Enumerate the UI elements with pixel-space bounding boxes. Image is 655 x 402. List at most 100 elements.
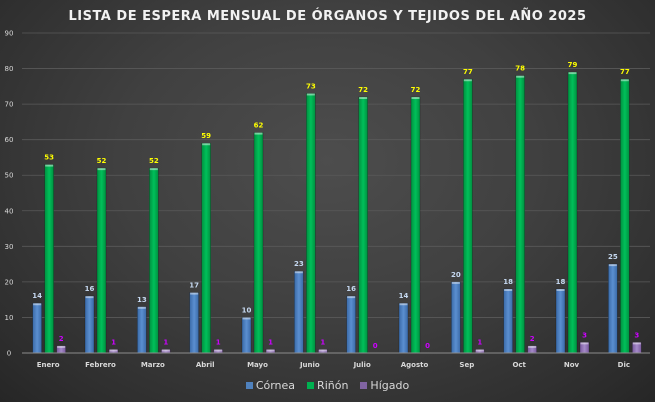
data-label: 77	[620, 68, 630, 76]
data-label: 72	[411, 86, 421, 94]
gridlines	[22, 32, 650, 318]
data-label: 23	[294, 260, 304, 268]
bar-highlight	[266, 349, 275, 352]
bar-córnea	[398, 302, 409, 354]
y-tick-label: 0	[7, 350, 11, 358]
bar-riñón	[44, 164, 54, 354]
x-tick-label: Febrero	[85, 361, 116, 369]
bar-riñón	[515, 75, 525, 354]
legend-label: Córnea	[255, 379, 296, 392]
bar-highlight	[57, 345, 66, 348]
x-tick-label: Enero	[37, 361, 60, 369]
x-tick-label: Oct	[512, 361, 526, 369]
bar-highlight	[202, 143, 211, 146]
x-tick-label: Julio	[353, 361, 371, 369]
legend-item: Riñón	[307, 379, 348, 392]
bar-córnea	[555, 288, 566, 354]
data-label: 1	[477, 338, 482, 346]
bar-highlight	[109, 349, 118, 352]
bar-córnea	[137, 306, 147, 354]
bar-highlight	[214, 349, 223, 352]
bar-riñón	[149, 167, 159, 354]
bar-highlight	[45, 164, 54, 167]
bar-highlight	[161, 349, 170, 352]
bar-highlight	[475, 349, 484, 352]
data-label: 0	[373, 342, 378, 350]
data-label: 20	[451, 271, 461, 279]
data-label: 2	[530, 335, 535, 343]
bar-riñón	[463, 78, 473, 354]
data-label: 77	[463, 68, 473, 76]
chart-title: LISTA DE ESPERA MENSUAL DE ÓRGANOS Y TEJ…	[68, 9, 587, 24]
data-label: 53	[44, 154, 54, 162]
bar-córnea	[241, 317, 252, 354]
bar-córnea	[32, 302, 42, 354]
data-label: 3	[634, 331, 639, 339]
bar-highlight	[463, 79, 472, 82]
y-tick-label: 10	[5, 314, 14, 322]
data-label: 79	[568, 61, 578, 69]
bar-córnea	[608, 263, 618, 354]
legend-swatch	[307, 382, 315, 389]
bar-córnea	[84, 295, 95, 354]
data-label: 3	[582, 331, 587, 339]
data-label: 62	[254, 122, 264, 130]
data-label: 14	[399, 292, 409, 300]
bar-riñón	[358, 96, 368, 354]
legend-item: Hígado	[360, 379, 409, 392]
legend-label: Riñón	[317, 379, 349, 392]
bar-highlight	[580, 342, 589, 345]
legend-swatch	[360, 382, 368, 389]
data-label: 0	[425, 342, 430, 350]
bar-highlight	[451, 281, 460, 284]
data-label: 1	[216, 338, 221, 346]
bar-riñón	[201, 142, 211, 354]
bar-highlight	[137, 306, 146, 309]
data-label: 14	[32, 292, 42, 300]
data-label: 59	[201, 132, 211, 140]
bar-córnea	[503, 288, 513, 354]
bar-highlight	[568, 72, 577, 75]
legend-swatch	[245, 382, 253, 389]
bar-highlight	[411, 97, 420, 99]
bar-highlight	[33, 303, 42, 306]
x-tick-label: Nov	[564, 361, 580, 369]
bar-riñón	[620, 78, 630, 354]
data-label: 73	[306, 82, 316, 90]
legend-label: Hígado	[370, 379, 410, 392]
data-label: 1	[163, 338, 168, 346]
bar-córnea	[451, 281, 461, 354]
x-tick-label: Mayo	[247, 361, 268, 369]
bar-highlight	[294, 271, 303, 274]
bar-highlight	[528, 345, 537, 348]
y-tick-label: 80	[5, 65, 14, 73]
data-label: 78	[515, 65, 525, 73]
bar-highlight	[97, 168, 106, 171]
data-label: 1	[320, 338, 325, 346]
x-tick-label: Marzo	[141, 361, 165, 369]
bar-highlight	[556, 289, 565, 291]
bar-highlight	[254, 132, 263, 135]
data-labels: 1453216521135211759110621237311672014720…	[32, 61, 639, 350]
bar-highlight	[608, 264, 617, 267]
data-label: 17	[189, 282, 199, 290]
y-tick-label: 40	[5, 207, 14, 215]
bar-highlight	[359, 97, 368, 99]
y-tick-label: 90	[5, 30, 14, 38]
data-label: 2	[59, 335, 64, 343]
bar-córnea	[346, 295, 356, 354]
bar-highlight	[85, 296, 94, 299]
bar-highlight	[516, 75, 525, 78]
bar-highlight	[620, 79, 629, 82]
bar-riñón	[96, 167, 107, 354]
y-tick-label: 30	[5, 243, 14, 251]
data-label: 1	[111, 338, 116, 346]
data-label: 18	[556, 278, 566, 286]
bars	[32, 71, 642, 354]
y-tick-label: 50	[5, 172, 14, 180]
x-tick-label: Agosto	[401, 361, 429, 369]
bar-córnea	[189, 292, 199, 354]
y-tick-label: 70	[5, 101, 14, 109]
bar-highlight	[504, 289, 513, 291]
